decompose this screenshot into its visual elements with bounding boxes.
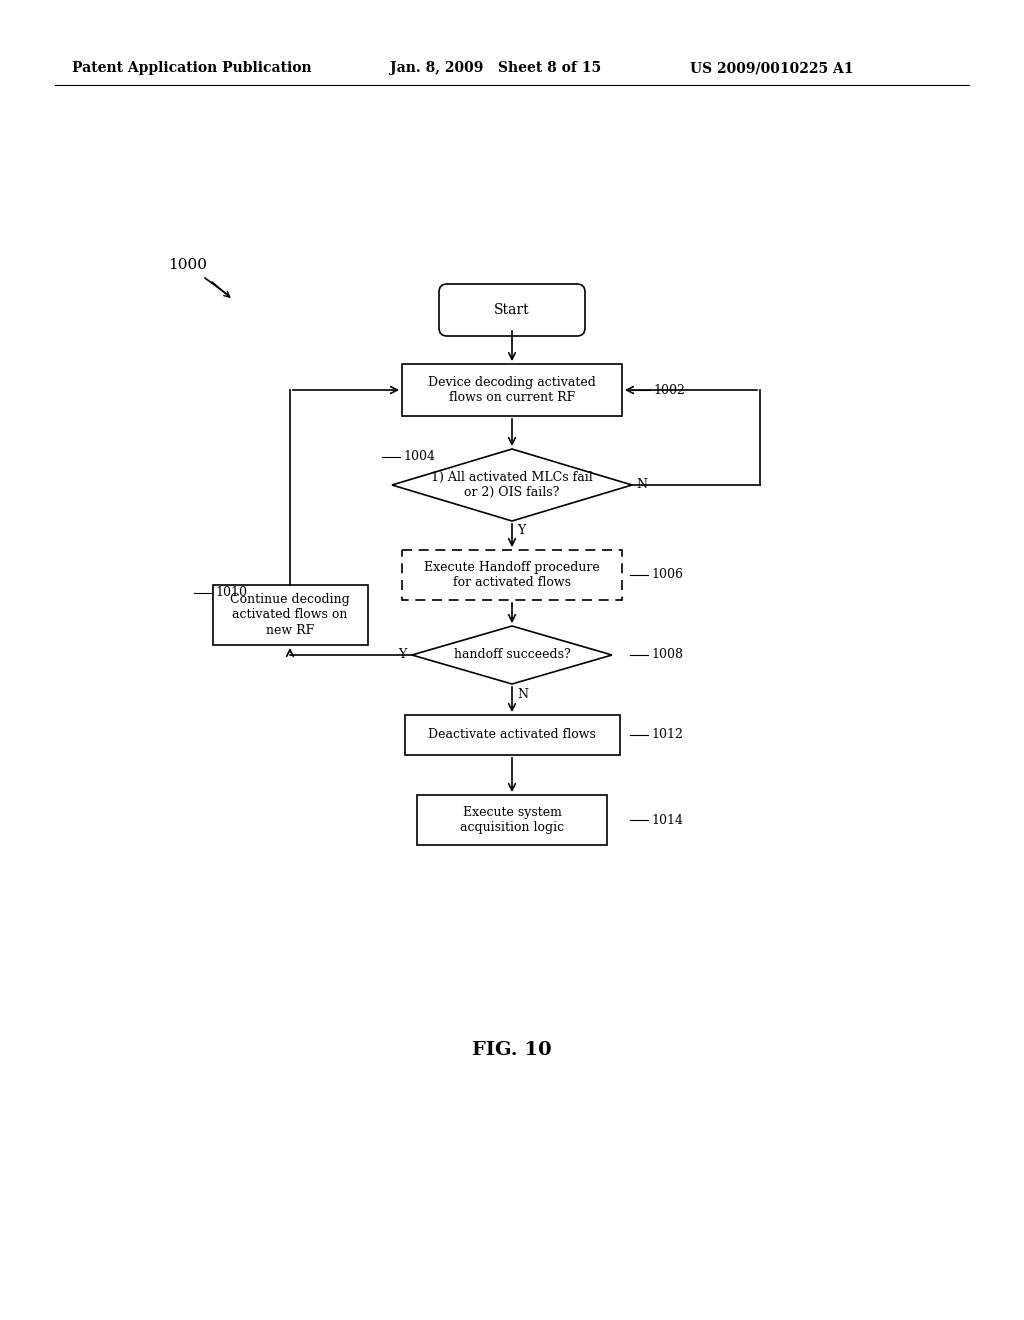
- Bar: [402, 364, 622, 416]
- Bar: [402, 550, 622, 601]
- FancyBboxPatch shape: [439, 284, 585, 337]
- Polygon shape: [412, 626, 612, 684]
- Text: Execute system
acquisition logic: Execute system acquisition logic: [460, 807, 564, 834]
- Text: 1014: 1014: [651, 813, 683, 826]
- Text: Patent Application Publication: Patent Application Publication: [72, 61, 311, 75]
- Text: US 2009/0010225 A1: US 2009/0010225 A1: [690, 61, 853, 75]
- Text: Y: Y: [398, 648, 407, 661]
- Text: N: N: [517, 688, 528, 701]
- Text: 1002: 1002: [653, 384, 685, 396]
- Text: Jan. 8, 2009   Sheet 8 of 15: Jan. 8, 2009 Sheet 8 of 15: [390, 61, 601, 75]
- Text: 1012: 1012: [651, 729, 683, 742]
- Text: 1010: 1010: [215, 586, 247, 599]
- Text: Execute Handoff procedure
for activated flows: Execute Handoff procedure for activated …: [424, 561, 600, 589]
- Text: Deactivate activated flows: Deactivate activated flows: [428, 729, 596, 742]
- Text: Start: Start: [495, 304, 529, 317]
- Text: 1004: 1004: [403, 450, 435, 463]
- Text: 1008: 1008: [651, 648, 683, 661]
- Text: Continue decoding
activated flows on
new RF: Continue decoding activated flows on new…: [230, 594, 350, 636]
- Text: FIG. 10: FIG. 10: [472, 1041, 552, 1059]
- Text: 1) All activated MLCs fail
or 2) OIS fails?: 1) All activated MLCs fail or 2) OIS fai…: [431, 471, 593, 499]
- Text: Y: Y: [517, 524, 525, 537]
- Bar: [417, 795, 607, 845]
- Bar: [404, 715, 620, 755]
- Bar: [213, 585, 368, 645]
- Polygon shape: [392, 449, 632, 521]
- Text: 1006: 1006: [651, 569, 683, 582]
- Text: N: N: [636, 479, 647, 491]
- Text: Device decoding activated
flows on current RF: Device decoding activated flows on curre…: [428, 376, 596, 404]
- Text: 1000: 1000: [168, 257, 207, 272]
- Text: handoff succeeds?: handoff succeeds?: [454, 648, 570, 661]
